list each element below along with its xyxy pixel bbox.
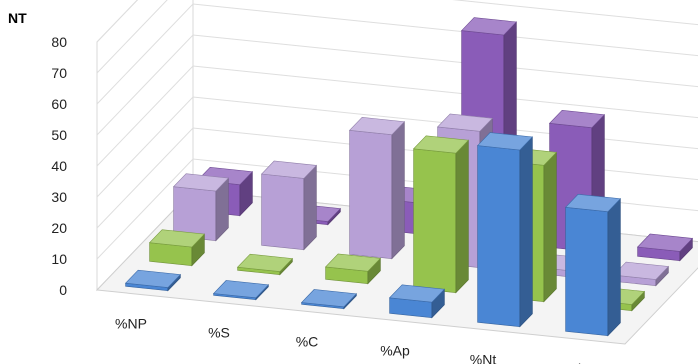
x-category-label: %Sb — [556, 361, 586, 364]
x-category-label: %Ap — [380, 343, 410, 359]
x-category-label: %C — [296, 334, 319, 350]
y-tick-label: 70 — [51, 65, 67, 81]
y-tick-label: 80 — [51, 34, 67, 50]
bar — [564, 193, 622, 337]
y-tick-label: 30 — [51, 189, 67, 205]
bar — [260, 160, 318, 251]
x-category-label: %S — [208, 325, 230, 341]
bar — [124, 269, 182, 292]
bar — [324, 253, 382, 285]
x-category-label: %NP — [115, 316, 147, 332]
bar — [348, 116, 406, 260]
y-tick-label: 40 — [51, 158, 67, 174]
bar — [300, 289, 358, 310]
bar — [236, 253, 294, 276]
x-category-label: %Nt — [470, 352, 497, 364]
y-tick-label: 10 — [51, 251, 67, 267]
y-tick-label: 0 — [59, 282, 67, 298]
bar — [172, 173, 230, 242]
bar — [412, 135, 470, 294]
bar — [388, 284, 446, 319]
chart-title: NT — [8, 10, 27, 26]
bars — [124, 17, 694, 337]
bar — [148, 229, 206, 267]
bar — [476, 132, 534, 328]
y-tick-label: 50 — [51, 127, 67, 143]
bar — [612, 261, 670, 287]
bar — [636, 233, 694, 262]
bar — [212, 280, 270, 301]
x-axis: %NP %S %C %Ap %Nt %Sb — [115, 316, 586, 364]
y-tick-label: 60 — [51, 96, 67, 112]
y-axis: 0 10 20 30 40 50 60 70 80 — [51, 34, 67, 298]
y-tick-label: 20 — [51, 220, 67, 236]
